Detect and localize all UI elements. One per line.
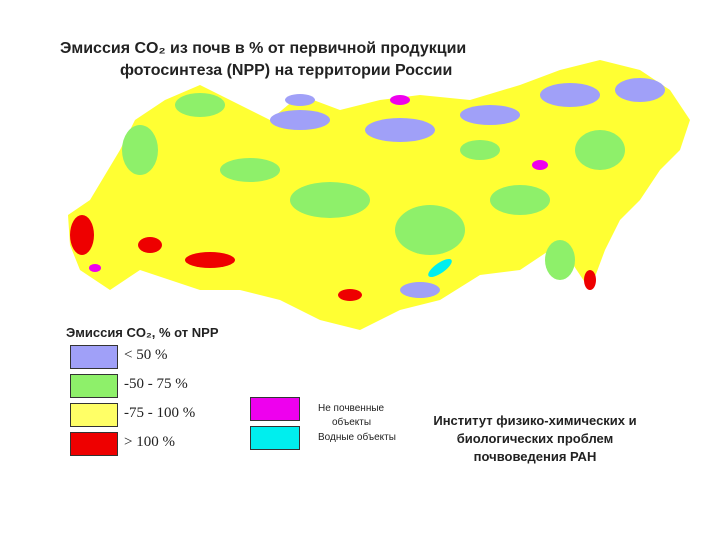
legend-swatch — [70, 432, 118, 456]
legend-title: Эмиссия CO₂, % от NPP — [66, 325, 219, 340]
legend-label: -75 - 100 % — [124, 405, 196, 421]
water-zones — [428, 258, 452, 278]
legend-label: < 50 % — [124, 347, 168, 363]
legend-swatch — [70, 345, 118, 369]
legend-label: объекты — [332, 417, 372, 428]
institute-line: Институт физико-химических и — [433, 413, 637, 428]
legend-label: -50 - 75 % — [124, 376, 188, 392]
green-zones — [122, 93, 625, 280]
institute-line: биологических проблем — [456, 431, 614, 446]
title-line: фотосинтеза (NPP) на территории России — [120, 62, 453, 79]
purple-zones — [270, 78, 665, 298]
legend-swatch — [250, 397, 300, 421]
map — [68, 60, 690, 330]
non-soil-zones — [89, 95, 548, 272]
title-line: Эмиссия CO₂ из почв в % от первичной про… — [60, 40, 467, 57]
russia-territory — [68, 60, 690, 330]
legend-label: > 100 % — [124, 434, 175, 450]
legend-label: Водные объекты — [318, 432, 396, 443]
legend-swatch — [70, 374, 118, 398]
red-zones — [70, 215, 596, 301]
legend-swatch — [70, 403, 118, 427]
institute-line: почвоведения РАН — [473, 449, 597, 464]
legend-label: Не почвенные — [318, 403, 385, 414]
legend-swatch — [250, 426, 300, 450]
